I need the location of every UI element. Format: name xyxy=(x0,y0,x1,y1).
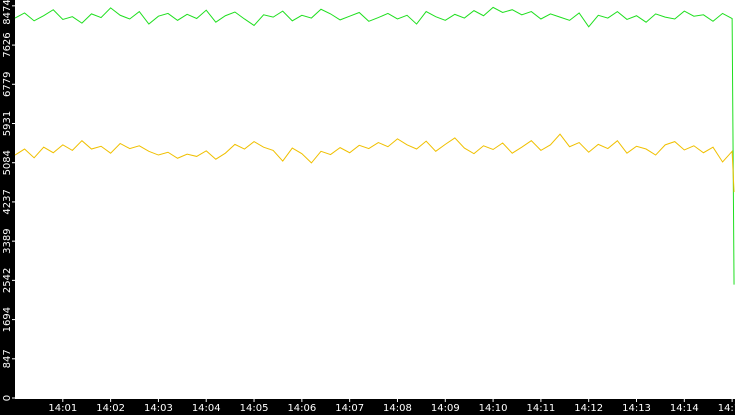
y-tick-label: 8474 xyxy=(2,0,13,25)
x-tick-label: 14:10 xyxy=(479,403,508,414)
y-axis-strip xyxy=(0,0,15,415)
y-tick-label: 7626 xyxy=(2,32,13,57)
y-tick-label: 4237 xyxy=(2,189,13,214)
x-tick-label: 14:01 xyxy=(48,403,77,414)
x-tick-label: 14:08 xyxy=(383,403,412,414)
x-tick-label: 14:09 xyxy=(431,403,460,414)
y-tick-label: 5931 xyxy=(2,111,13,136)
series-line xyxy=(14,133,735,193)
y-tick-label: 1694 xyxy=(2,307,13,332)
x-tick-label: 14:14 xyxy=(670,403,699,414)
x-tick-label: 14:12 xyxy=(574,403,603,414)
x-tick-label: 14:11 xyxy=(526,403,555,414)
x-tick-label: 14:07 xyxy=(335,403,364,414)
x-tick-label: 14:02 xyxy=(96,403,125,414)
y-tick-label: 6779 xyxy=(2,72,13,97)
x-tick-label: 14:04 xyxy=(192,403,221,414)
x-tick-label: 14:15 xyxy=(718,403,735,414)
y-tick-label: 2542 xyxy=(2,268,13,293)
y-tick-label: 0 xyxy=(2,395,13,401)
y-tick-label: 847 xyxy=(2,349,13,368)
x-tick-label: 14:06 xyxy=(287,403,316,414)
x-tick-label: 14:05 xyxy=(240,403,269,414)
x-tick-label: 14:13 xyxy=(622,403,651,414)
y-tick-label: 5084 xyxy=(2,150,13,175)
x-axis-strip xyxy=(0,399,735,415)
x-tick-label: 14:03 xyxy=(144,403,173,414)
series-line xyxy=(14,6,735,285)
y-tick-label: 3389 xyxy=(2,228,13,253)
